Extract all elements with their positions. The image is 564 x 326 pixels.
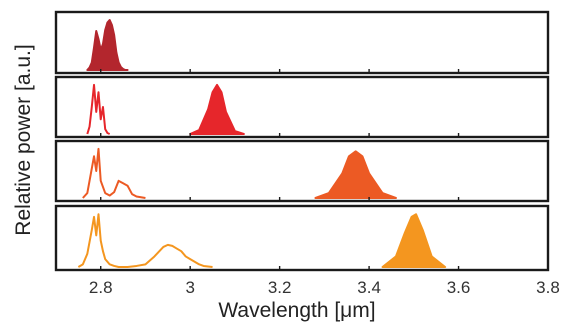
panel-2 (54, 75, 550, 139)
x-tick-label: 3.6 (447, 278, 471, 297)
panel-3-series-2 (314, 150, 397, 199)
panel-3 (54, 139, 550, 203)
panel-1-series-1 (86, 19, 129, 71)
panel-4 (54, 204, 550, 272)
panel-1 (54, 10, 550, 75)
panel-4-series-2 (381, 213, 447, 268)
panel-4-frame (54, 204, 550, 272)
x-tick-label: 3.4 (357, 278, 381, 297)
panels-group (54, 10, 550, 272)
panel-1-frame (54, 10, 550, 75)
x-tick-label: 3.2 (268, 278, 292, 297)
x-tick-label: 3 (185, 278, 194, 297)
x-axis-label: Wavelength [μm] (218, 299, 375, 322)
y-axis-label: Relative power [a.u.] (12, 44, 35, 235)
panel-2-frame (54, 75, 550, 139)
panel-4-series-1 (77, 213, 213, 268)
panel-2-series-2 (189, 83, 245, 135)
panel-3-frame (54, 139, 550, 203)
x-tick-label: 3.8 (536, 278, 560, 297)
x-tick-labels: 2.8 3 3.2 3.4 3.6 3.8 (89, 278, 560, 297)
panel-3-series-1 (82, 147, 146, 199)
panel-2-series-1 (86, 83, 111, 135)
x-tick-label: 2.8 (89, 278, 113, 297)
